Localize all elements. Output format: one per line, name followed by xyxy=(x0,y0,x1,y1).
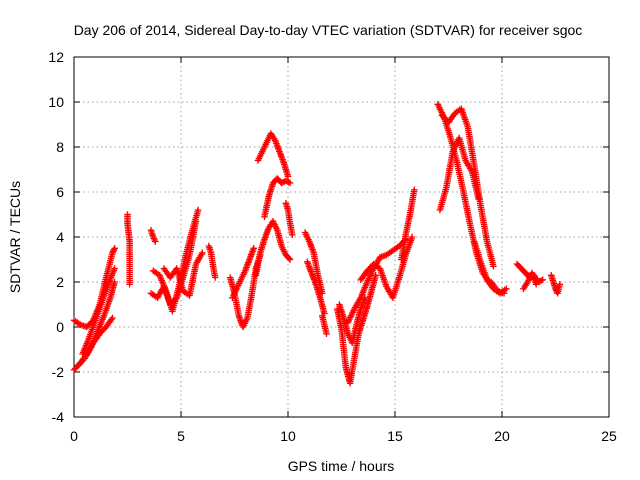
data-point-marker xyxy=(111,245,118,252)
data-point-marker xyxy=(503,285,510,293)
grid-lines xyxy=(74,57,609,417)
data-point-marker xyxy=(475,195,482,203)
data-point-marker xyxy=(372,271,379,279)
y-axis-label: SDTVAR / TECUs xyxy=(7,181,23,293)
data-points xyxy=(70,101,564,387)
x-tick-label: 0 xyxy=(70,428,78,444)
data-point-marker xyxy=(289,231,296,238)
data-trace-segment xyxy=(205,242,219,281)
data-point-marker xyxy=(199,249,206,256)
data-point-marker xyxy=(532,280,540,288)
data-trace-segment xyxy=(160,249,206,299)
data-point-marker xyxy=(111,265,118,272)
data-trace-segment xyxy=(254,130,292,180)
x-tick-label: 20 xyxy=(494,428,510,444)
x-axis-label: GPS time / hours xyxy=(288,458,395,474)
data-point-marker xyxy=(284,173,292,180)
data-point-marker xyxy=(286,256,294,263)
data-trace-segment xyxy=(547,271,564,297)
axis-ticks: 0 5 10 15 20 25 -4 -2 0 2 4 6 8 10 12 xyxy=(48,49,617,444)
data-trace-segment xyxy=(304,258,328,317)
data-point-marker xyxy=(323,330,330,338)
x-tick-label: 15 xyxy=(387,428,403,444)
data-trace-segment xyxy=(147,226,159,245)
data-trace-segment xyxy=(488,278,508,297)
data-point-marker xyxy=(490,262,497,270)
data-trace-segment xyxy=(124,211,133,288)
y-tick-label: 2 xyxy=(56,274,64,290)
data-trace-segment xyxy=(438,105,497,270)
data-point-marker xyxy=(556,280,564,288)
x-tick-label: 25 xyxy=(601,428,617,444)
data-trace-segment xyxy=(75,278,118,369)
data-point-marker xyxy=(539,276,546,284)
data-trace-segment xyxy=(520,269,540,293)
y-tick-label: 12 xyxy=(48,49,64,65)
y-tick-label: 8 xyxy=(56,139,64,155)
y-tick-label: -2 xyxy=(52,364,65,380)
y-tick-label: -4 xyxy=(52,409,65,425)
data-point-marker xyxy=(126,280,133,288)
x-tick-label: 10 xyxy=(280,428,296,444)
data-trace-segment xyxy=(229,245,258,302)
data-trace-segment xyxy=(79,265,118,358)
y-tick-label: 10 xyxy=(48,94,64,110)
x-tick-label: 5 xyxy=(177,428,185,444)
data-trace-segment xyxy=(318,312,330,338)
y-tick-label: 6 xyxy=(56,184,64,200)
data-point-marker xyxy=(194,206,202,214)
data-trace-segment xyxy=(252,218,294,279)
data-trace-segment xyxy=(398,186,418,263)
data-point-marker xyxy=(250,245,258,252)
data-point-marker xyxy=(286,179,294,187)
chart-title: Day 206 of 2014, Sidereal Day-to-day VTE… xyxy=(74,22,583,38)
data-point-marker xyxy=(109,314,116,322)
data-trace-segment xyxy=(261,175,294,220)
data-point-marker xyxy=(500,289,508,297)
data-trace-segment xyxy=(436,134,482,214)
y-tick-label: 4 xyxy=(56,229,64,245)
data-trace-segment xyxy=(282,200,296,238)
data-trace-segment xyxy=(70,245,118,331)
data-trace-segment xyxy=(336,294,369,347)
data-trace-segment xyxy=(357,233,416,302)
data-point-marker xyxy=(211,274,219,281)
data-trace-segment xyxy=(333,271,379,387)
data-point-marker xyxy=(411,186,418,193)
y-tick-label: 0 xyxy=(56,319,64,335)
data-point-marker xyxy=(111,278,118,286)
data-point-marker xyxy=(152,238,159,245)
data-point-marker xyxy=(408,233,416,241)
